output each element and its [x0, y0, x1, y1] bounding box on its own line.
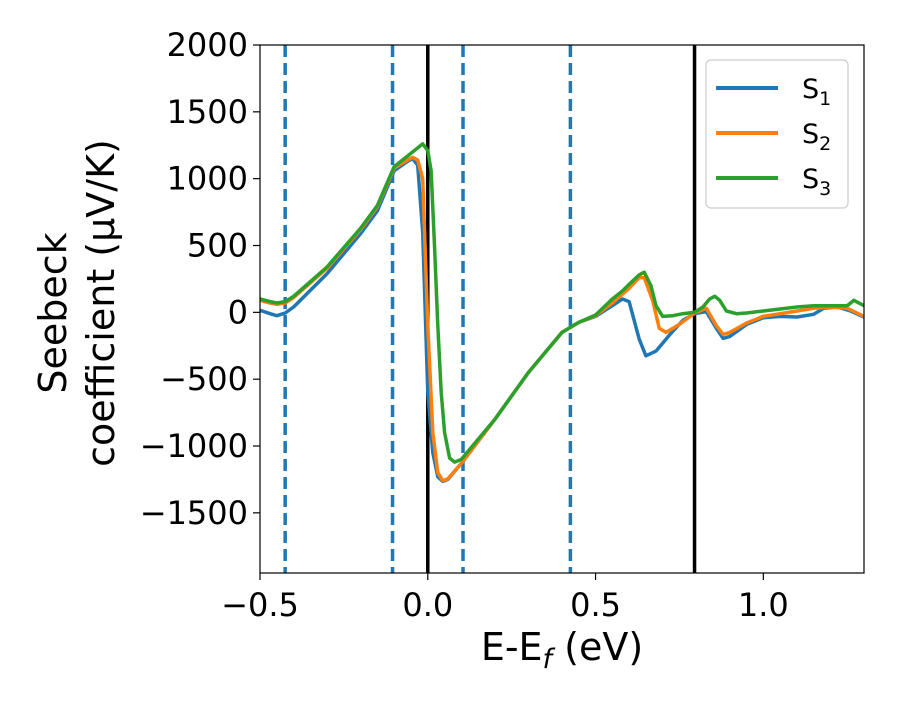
vertical-lines	[283, 45, 697, 573]
x-tick-label: 1.0	[738, 586, 789, 624]
series-line-s3	[260, 142, 864, 464]
x-axis-label-main: E-E	[481, 625, 543, 669]
y-axis-ticks: −1500 −1000 −500 0 500 1000 1500 2000	[140, 26, 260, 532]
y-tick-label: 0	[228, 293, 248, 331]
series-lines	[260, 142, 864, 484]
x-tick-label: 0.5	[570, 586, 621, 624]
legend-label-s3: S3	[802, 164, 831, 200]
legend-label-s2: S2	[802, 119, 831, 155]
x-axis-label-unit: (eV)	[552, 625, 643, 669]
y-tick-label: −1000	[140, 427, 248, 465]
legend-entries: S1 S2 S3	[716, 74, 831, 200]
y-tick-label: 1000	[167, 160, 248, 198]
legend: S1 S2 S3	[705, 59, 849, 209]
y-axis-label-line1: Seebeck	[31, 232, 75, 393]
y-tick-label: 500	[187, 227, 248, 265]
plot-frame	[259, 44, 865, 574]
legend-label-s1: S1	[802, 74, 831, 110]
y-axis-label-line2: coefficient (μV/K)	[79, 139, 123, 467]
x-tick-label: −0.5	[221, 586, 299, 624]
y-tick-label: 1500	[167, 93, 248, 131]
y-tick-label: −1500	[140, 494, 248, 532]
y-tick-label: 2000	[167, 26, 248, 64]
x-axis-ticks: −0.5 0.0 0.5 1.0	[221, 573, 789, 624]
x-tick-label: 0.0	[402, 586, 453, 624]
x-axis-label: E-Ef (eV)	[481, 625, 643, 675]
y-tick-label: −500	[160, 360, 248, 398]
